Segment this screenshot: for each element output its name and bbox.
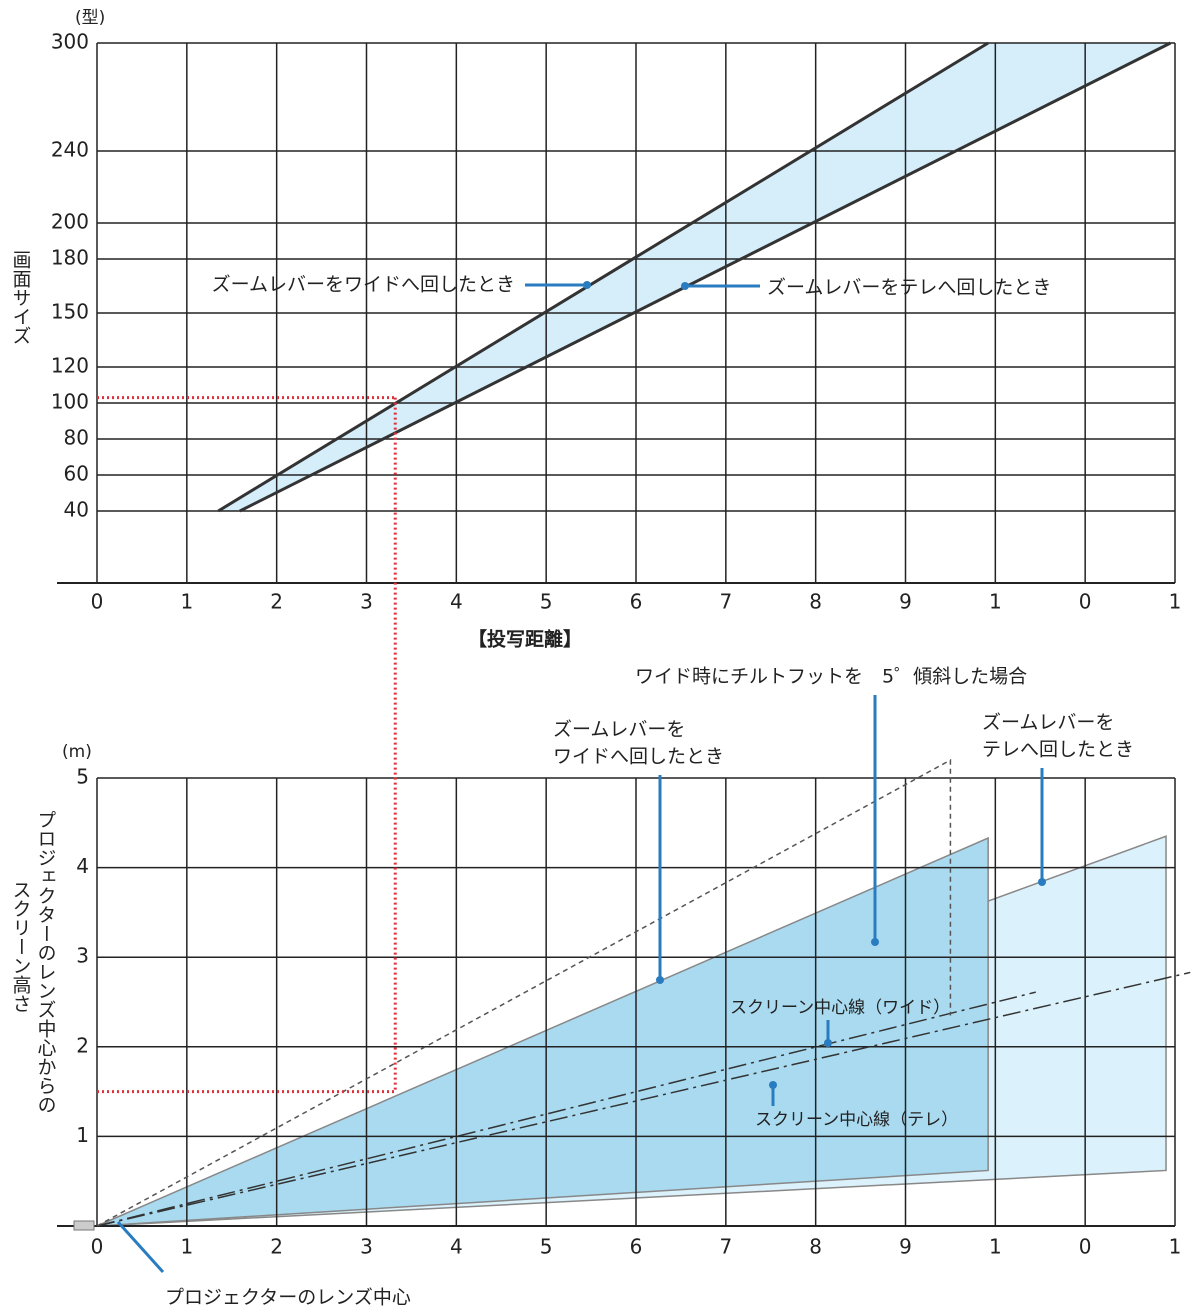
y-tick-label: 150 (51, 300, 89, 324)
leader-dot (681, 282, 689, 290)
x-tick-label: 4 (450, 1235, 463, 1259)
annotation: スクリーン中心線（ワイド） (730, 998, 950, 1018)
y-tick-label: 3 (76, 944, 89, 968)
x-axis-title: 【投写距離】 (468, 628, 582, 651)
annotation: ズームレバーを (982, 712, 1114, 734)
y-unit: (m) (62, 742, 92, 762)
x-tick-label: 3 (360, 1235, 373, 1259)
annotation: ワイドへ回したとき (553, 746, 724, 768)
x-tick-label: 5 (540, 1235, 553, 1259)
leader-dot (656, 976, 664, 984)
annotation: プロジェクターのレンズ中心 (165, 1287, 411, 1309)
y-tick-label: 120 (51, 354, 89, 378)
annotation: ワイド時にチルトフットを 5゜傾斜した場合 (635, 666, 1027, 688)
y-tick-label: 5 (76, 765, 89, 789)
y-unit: (型) (75, 8, 105, 28)
y-tick-label: 300 (51, 30, 89, 54)
annotation: ズームレバーをテレへ回したとき (767, 277, 1051, 299)
x-tick-label: 6 (630, 1235, 643, 1259)
x-tick-label: 0 (1079, 1235, 1092, 1259)
x-tick-label: 0 (91, 1235, 104, 1259)
leader-line (116, 1220, 165, 1274)
y-axis-title: プロジェクターのレンズ中心からの (35, 810, 57, 1114)
x-tick-label: 2 (270, 1235, 283, 1259)
leader-dot (769, 1081, 777, 1089)
annotation: ズームレバーを (553, 719, 685, 741)
x-tick-label: 0 (91, 590, 104, 614)
y-tick-label: 1 (76, 1123, 89, 1147)
x-tick-label: 2 (270, 590, 283, 614)
annotation: ズームレバーをワイドへ回したとき (212, 274, 515, 296)
leader-dot (1038, 878, 1046, 886)
zone-area (96, 836, 989, 1227)
x-tick-label: 1 (989, 590, 1002, 614)
x-tick-label: 9 (899, 590, 912, 614)
leader-dot (583, 281, 591, 289)
x-tick-label: 7 (719, 1235, 732, 1259)
projector-icon (73, 1220, 95, 1231)
x-tick-label: 4 (450, 590, 463, 614)
x-tick-label: 0 (1079, 590, 1092, 614)
y-axis-title: スクリーン高さ (10, 880, 32, 1013)
center-line (96, 971, 1191, 1227)
y-axis-title: 画面サイズ (10, 250, 32, 345)
leader-dot (871, 938, 879, 946)
y-tick-label: 60 (64, 462, 89, 486)
x-tick-label: 1 (1169, 1235, 1182, 1259)
y-tick-label: 180 (51, 246, 89, 270)
annotation: スクリーン中心線（テレ） (755, 1110, 958, 1130)
tilt-line (96, 758, 952, 1227)
y-tick-label: 2 (76, 1033, 89, 1057)
y-tick-label: 200 (51, 210, 89, 234)
x-tick-label: 1 (989, 1235, 1002, 1259)
x-tick-label: 1 (1169, 590, 1182, 614)
x-tick-label: 3 (360, 590, 373, 614)
y-tick-label: 4 (76, 854, 89, 878)
y-tick-label: 40 (64, 498, 89, 522)
x-tick-label: 5 (540, 590, 553, 614)
x-tick-label: 1 (180, 590, 193, 614)
x-tick-label: 6 (630, 590, 643, 614)
y-tick-label: 240 (51, 138, 89, 162)
leader-dot (824, 1039, 832, 1047)
x-tick-label: 1 (180, 1235, 193, 1259)
y-tick-label: 80 (64, 426, 89, 450)
y-tick-label: 100 (51, 390, 89, 414)
annotation: テレへ回したとき (982, 739, 1134, 761)
x-tick-label: 7 (719, 590, 732, 614)
center-line (96, 991, 1036, 1227)
series-line (217, 41, 989, 513)
x-tick-label: 8 (809, 590, 822, 614)
x-tick-label: 8 (809, 1235, 822, 1259)
x-tick-label: 9 (899, 1235, 912, 1259)
